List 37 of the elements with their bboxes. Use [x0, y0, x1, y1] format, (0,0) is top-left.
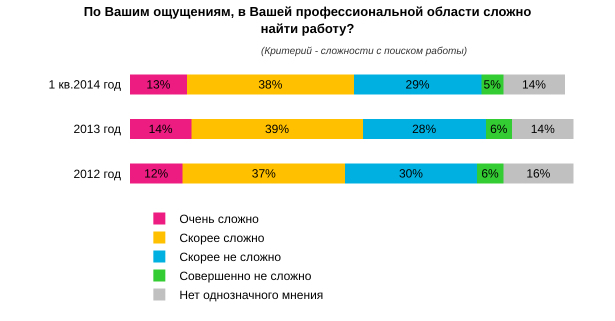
bar: [187, 74, 354, 94]
bar: [182, 164, 346, 184]
y-tick-label: 2012 год: [73, 166, 121, 181]
data-label: 39%: [264, 122, 290, 136]
data-label: 6%: [481, 166, 500, 181]
bar: [345, 164, 478, 184]
data-label: 6%: [490, 122, 508, 136]
data-label: 13%: [146, 77, 171, 92]
data-label: 14%: [522, 77, 546, 92]
data-label: 30%: [398, 166, 424, 181]
legend-label: Очень сложно: [179, 212, 260, 226]
chart-title: По Вашим ощущениям, в Вашей профессиональной области сложно найти работу?: [84, 4, 532, 36]
bar: [130, 74, 188, 94]
data-label: 16%: [526, 166, 551, 181]
bar: [192, 118, 363, 140]
bar: [503, 164, 574, 184]
data-label: 12%: [144, 166, 169, 181]
bar: [512, 118, 574, 140]
data-label: 14%: [148, 122, 173, 136]
y-tick-label: 1 кв.2014 год: [48, 78, 121, 92]
data-label: 28%: [412, 122, 436, 136]
chart-subtitle: (Критерий - сложности с поиском работы): [261, 46, 468, 57]
legend-label: Нет однозначного мнения: [179, 288, 324, 302]
data-label: 14%: [530, 122, 556, 136]
bar: [354, 74, 482, 94]
data-label: 5%: [484, 77, 502, 92]
bar: [503, 74, 565, 94]
data-label: 37%: [252, 166, 276, 181]
data-label: 29%: [406, 77, 430, 92]
bar: [130, 164, 183, 184]
legend-label: Скорее не сложно: [179, 250, 282, 264]
data-label: 38%: [258, 77, 283, 92]
y-tick-label: 2013 год: [73, 122, 121, 136]
bar: [362, 118, 486, 140]
legend-label: Совершенно не сложно: [179, 269, 312, 284]
legend-label: Скорее сложно: [179, 231, 265, 246]
bar: [130, 118, 192, 140]
